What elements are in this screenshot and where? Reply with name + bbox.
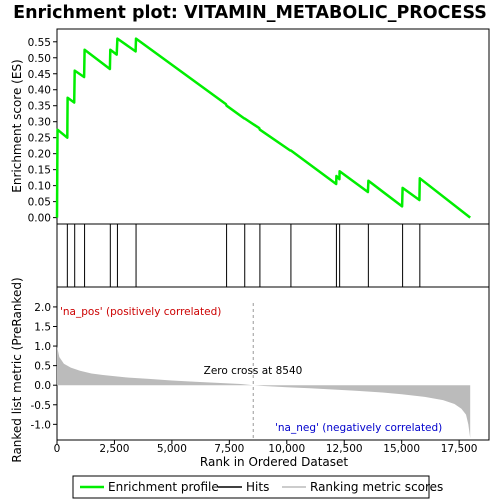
hit-lines — [66, 224, 421, 287]
enrichment-profile-line — [55, 37, 471, 219]
x-tick-label: 0 — [54, 443, 61, 455]
legend-label-enrichment-profile: Enrichment profile — [108, 480, 219, 494]
x-tick-label: 2,500 — [99, 443, 129, 455]
legend: Enrichment profile Hits Ranking metric s… — [72, 475, 443, 499]
es-y-tick-label: 0.30 — [28, 117, 51, 129]
es-y-tick-label: 0.00 — [28, 213, 51, 225]
es-plot-frame — [56, 28, 490, 225]
x-axis-ticks: 0 2,500 5,000 7,500 10,000 12,500 15,000 17,500 — [54, 440, 478, 455]
hits-frame — [56, 223, 490, 288]
x-tick-label: 10,000 — [268, 443, 305, 455]
legend-label-hits: Hits — [246, 480, 269, 494]
es-y-tick-label: 0.45 — [28, 69, 51, 81]
es-y-tick-label: 0.05 — [28, 197, 51, 209]
es-y-tick-label: 0.40 — [28, 85, 51, 97]
rank-y-tick-label: 1.0 — [34, 341, 51, 353]
es-y-tick-label: 0.20 — [28, 149, 51, 161]
es-y-tick-label: 0.10 — [28, 181, 51, 193]
rank-y-tick-label: 1.5 — [34, 321, 51, 333]
x-tick-label: 12,500 — [326, 443, 363, 455]
es-y-tick-label: 0.25 — [28, 133, 51, 145]
rank-y-tick-label: 0.5 — [34, 361, 51, 373]
hits-panel — [56, 223, 490, 288]
legend-label-ranking: Ranking metric scores — [310, 480, 443, 494]
chart-title: Enrichment plot: VITAMIN_METABOLIC_PROCE… — [13, 3, 487, 23]
rank-y-ticks: -1.0 -0.5 0.0 0.5 1.0 1.5 2.0 — [31, 302, 57, 431]
es-y-tick-label: 0.15 — [28, 165, 51, 177]
x-axis-label: Rank in Ordered Dataset — [200, 455, 348, 469]
legend-box — [72, 475, 430, 499]
es-y-ticks: 0.00 0.05 0.10 0.15 0.20 0.25 0.30 0.35 0.40 0.45… — [28, 37, 57, 225]
ranking-metric-panel: -1.0 -0.5 0.0 0.5 1.0 1.5 2.0 'na_pos' (positi… — [10, 277, 490, 463]
x-tick-label: 15,000 — [383, 443, 420, 455]
x-tick-label: 17,500 — [441, 443, 478, 455]
es-y-tick-label: 0.55 — [28, 37, 51, 49]
rank-y-tick-label: 0.0 — [34, 380, 51, 392]
x-tick-label: 5,000 — [157, 443, 187, 455]
x-tick-label: 7,500 — [214, 443, 244, 455]
zero-cross-label: Zero cross at 8540 — [204, 365, 303, 377]
es-y-tick-label: 0.50 — [28, 53, 51, 65]
ranking-metric-area — [57, 346, 471, 438]
enrichment-score-panel: 0.00 0.05 0.10 0.15 0.20 0.25 0.30 0.35 0.40 0.45… — [10, 28, 490, 225]
rank-plot-frame — [56, 286, 490, 441]
es-y-tick-label: 0.35 — [28, 101, 51, 113]
rank-y-tick-label: 2.0 — [34, 302, 51, 314]
rank-y-axis-label: Ranked list metric (PreRanked) — [10, 277, 24, 462]
rank-y-tick-label: -1.0 — [31, 419, 52, 431]
pos-label: 'na_pos' (positively correlated) — [60, 306, 221, 318]
rank-y-tick-label: -0.5 — [31, 400, 52, 412]
es-y-axis-label: Enrichment score (ES) — [10, 59, 24, 192]
neg-label: 'na_neg' (negatively correlated) — [275, 422, 442, 434]
